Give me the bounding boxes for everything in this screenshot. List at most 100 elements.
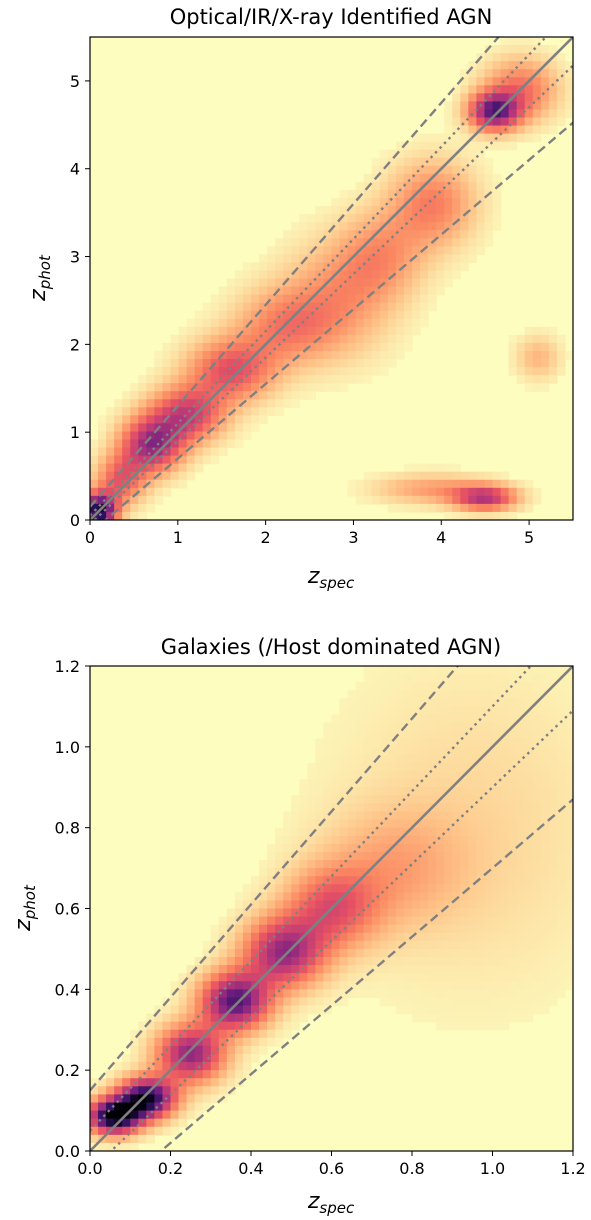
galaxies-heatmap-cell xyxy=(428,771,437,780)
galaxies-heatmap-cell xyxy=(412,973,421,982)
agn-heatmap-cell xyxy=(106,439,115,449)
galaxies-heatmap-cell xyxy=(267,1021,276,1031)
galaxies-heatmap-cell xyxy=(226,948,236,958)
galaxies-heatmap-cell xyxy=(307,803,316,813)
agn-heatmap-cell xyxy=(412,206,421,215)
agn-x-axis-label-main: z xyxy=(307,564,320,589)
agn-heatmap-cell xyxy=(379,230,389,239)
agn-heatmap-cell xyxy=(114,423,123,433)
galaxies-heatmap-cell xyxy=(532,779,542,788)
agn-heatmap-cell xyxy=(387,487,397,497)
galaxies-heatmap-cell xyxy=(98,1086,107,1096)
galaxies-heatmap-cell xyxy=(412,779,421,788)
galaxies-heatmap-cell xyxy=(532,932,542,942)
galaxies-heatmap-cell xyxy=(299,981,308,990)
agn-heatmap-cell xyxy=(130,383,139,392)
galaxies-heatmap-cell xyxy=(564,900,573,910)
agn-heatmap-cell xyxy=(267,318,276,328)
galaxies-heatmap-cell xyxy=(339,771,349,780)
galaxies-heatmap-cell xyxy=(452,714,461,724)
agn-heatmap-cell xyxy=(299,294,308,304)
galaxies-heatmap-cell xyxy=(444,754,453,764)
agn-heatmap-cell xyxy=(395,326,405,336)
galaxies-reference-line-dashed-3 xyxy=(90,666,460,1092)
galaxies-heatmap-cell xyxy=(283,851,292,861)
galaxies-heatmap-cell xyxy=(532,722,542,732)
galaxies-heatmap-cell xyxy=(436,763,445,772)
agn-heatmap-cell xyxy=(307,270,316,280)
galaxies-heatmap-cell xyxy=(130,1037,139,1047)
galaxies-heatmap-cell xyxy=(130,1062,139,1071)
galaxies-heatmap-cell xyxy=(516,973,526,982)
agn-heatmap-cell xyxy=(194,334,204,344)
agn-heatmap-cell xyxy=(355,294,365,304)
galaxies-heatmap-cell xyxy=(371,892,381,902)
galaxies-heatmap-cell xyxy=(339,876,349,885)
agn-heatmap-cell xyxy=(436,230,445,239)
galaxies-heatmap-cell xyxy=(444,738,453,748)
agn-heatmap-cell xyxy=(387,342,397,352)
agn-heatmap-cell xyxy=(234,391,244,400)
agn-heatmap-cell xyxy=(484,487,494,497)
galaxies-heatmap-cell xyxy=(210,940,220,950)
agn-heatmap-cell xyxy=(379,270,389,280)
agn-heatmap-cell xyxy=(242,302,252,312)
galaxies-heatmap-cell xyxy=(428,730,437,740)
galaxies-heatmap-cell xyxy=(146,1094,155,1104)
agn-heatmap-cell xyxy=(420,479,429,489)
agn-heatmap-cell xyxy=(355,350,365,360)
galaxies-heatmap-cell xyxy=(315,763,325,772)
galaxies-heatmap-cell xyxy=(387,714,397,724)
agn-heatmap-cell xyxy=(202,391,212,400)
galaxies-heatmap-cell xyxy=(516,787,526,796)
galaxies-heatmap-cell xyxy=(564,674,573,683)
agn-heatmap-cell xyxy=(468,149,477,159)
agn-heatmap-cell xyxy=(452,230,461,239)
galaxies-heatmap-cell xyxy=(516,698,526,708)
galaxies-heatmap-cell xyxy=(363,851,373,861)
galaxies-heatmap-cell xyxy=(548,722,558,732)
galaxies-heatmap-cell xyxy=(484,803,494,813)
galaxies-heatmap-cell xyxy=(428,787,437,796)
galaxies-heatmap-cell xyxy=(347,981,357,990)
galaxies-heatmap-cell xyxy=(170,997,180,1007)
agn-heatmap-cell xyxy=(556,350,566,360)
galaxies-heatmap-cell xyxy=(403,940,413,950)
galaxies-heatmap-cell xyxy=(484,876,494,885)
galaxies-heatmap-cell xyxy=(315,924,325,934)
galaxies-heatmap-cell xyxy=(436,973,445,982)
galaxies-heatmap-cell xyxy=(162,1029,172,1039)
agn-heatmap-cell xyxy=(379,246,389,255)
galaxies-heatmap-cell xyxy=(412,900,421,910)
agn-heatmap-cell xyxy=(130,447,139,457)
agn-heatmap-cell xyxy=(500,503,510,513)
agn-heatmap-cell xyxy=(339,302,349,312)
galaxies-heatmap-cell xyxy=(428,876,437,885)
galaxies-heatmap-cell xyxy=(540,981,550,990)
agn-heatmap-cell xyxy=(339,230,349,239)
galaxies-heatmap-cell xyxy=(307,973,316,982)
agn-heatmap-cell xyxy=(540,367,550,376)
galaxies-heatmap-cell xyxy=(524,868,534,877)
galaxies-heatmap-cell xyxy=(500,819,510,829)
galaxies-heatmap-cell xyxy=(428,714,437,724)
agn-heatmap-cell xyxy=(234,302,244,312)
agn-heatmap-cell xyxy=(460,246,469,255)
galaxies-heatmap-cell xyxy=(484,722,494,732)
agn-heatmap-cell xyxy=(395,189,405,199)
agn-heatmap-cell xyxy=(355,495,365,505)
galaxies-heatmap-cell xyxy=(331,860,341,869)
agn-heatmap-cell xyxy=(106,503,115,513)
galaxies-heatmap-cell xyxy=(307,957,316,966)
agn-heatmap-cell xyxy=(492,214,502,223)
agn-heatmap-cell xyxy=(540,109,550,119)
agn-heatmap-cell xyxy=(395,214,405,223)
agn-heatmap-cell xyxy=(154,359,164,368)
galaxies-heatmap-cell xyxy=(178,1086,188,1096)
galaxies-heatmap-cell xyxy=(524,924,534,934)
galaxies-heatmap-cell xyxy=(186,1094,196,1104)
galaxies-heatmap-cell xyxy=(291,892,300,902)
galaxies-heatmap-cell xyxy=(508,730,518,740)
agn-heatmap-cell xyxy=(387,262,397,272)
